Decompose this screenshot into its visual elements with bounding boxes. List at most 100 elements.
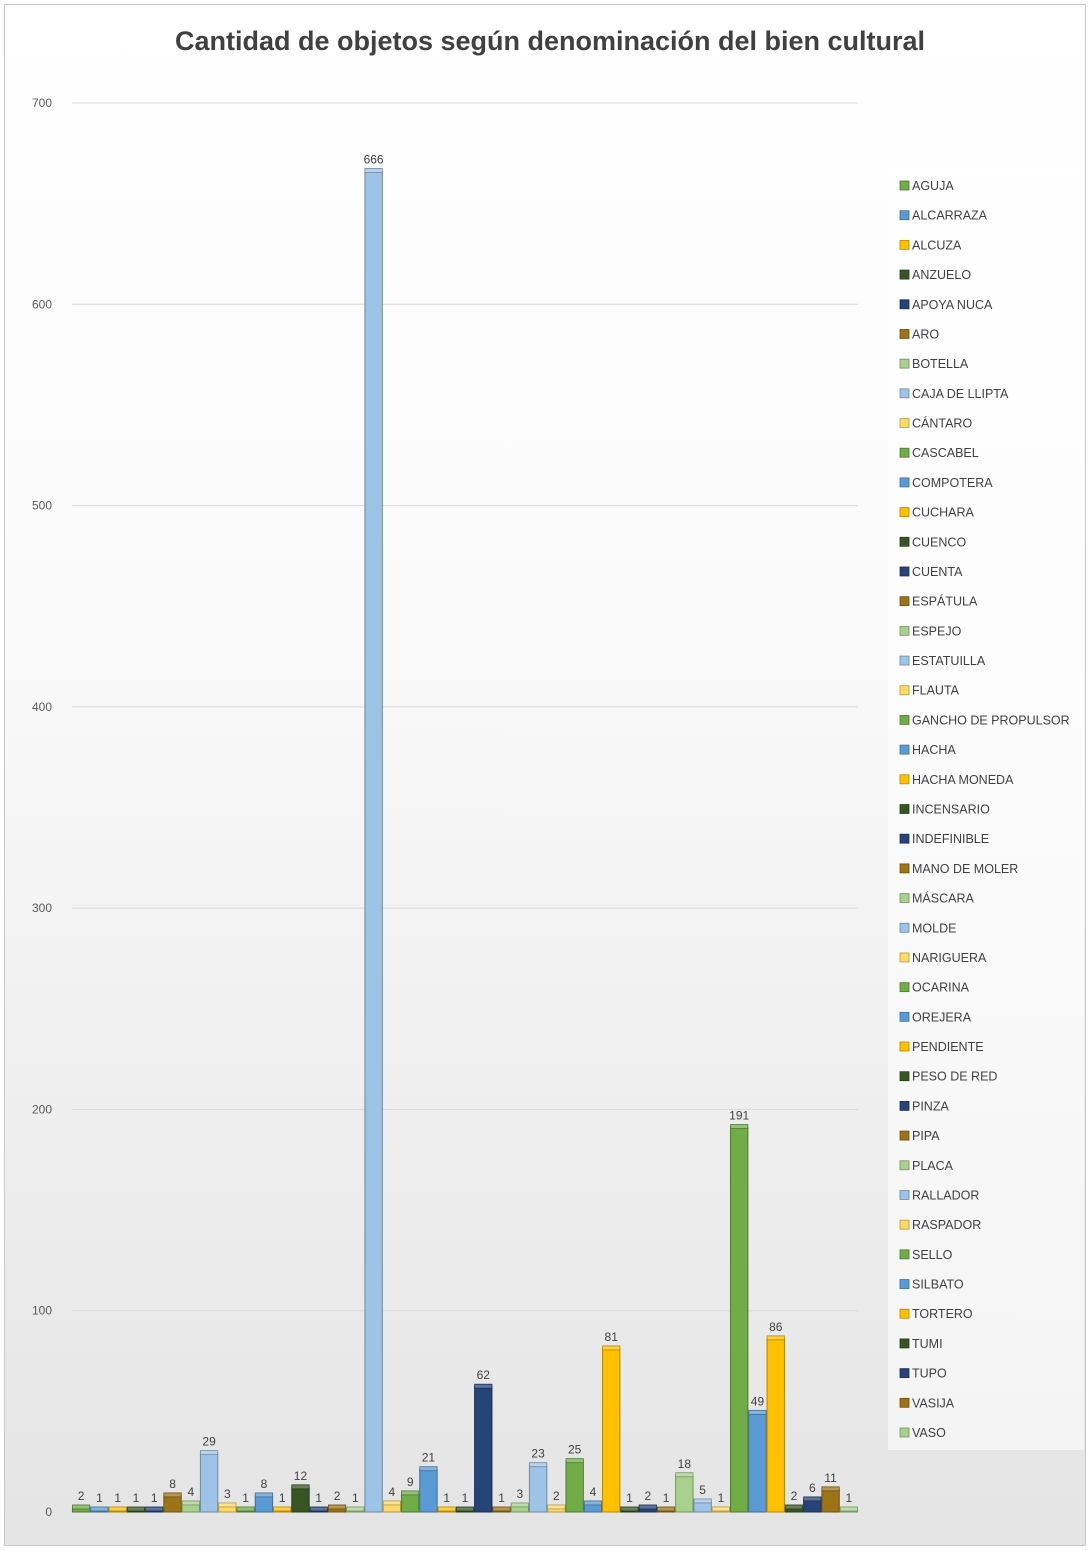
bar [346,1506,365,1513]
bar-top [821,1486,840,1492]
legend-label: HACHA MONEDA [912,773,1014,787]
legend-item: CASCABEL [899,446,979,460]
legend-swatch [899,1368,910,1379]
bar-body [748,1412,767,1513]
legend-label: TORTERO [912,1307,973,1321]
legend-item: ARO [899,327,939,341]
legend-label: MANO DE MOLER [912,862,1018,876]
legend-swatch [899,1130,910,1141]
bar-body [565,1461,584,1513]
legend-label: CASCABEL [912,446,979,460]
legend-label: PESO DE RED [912,1070,997,1084]
legend-swatch [899,388,910,399]
bar [254,1492,274,1513]
bar [784,1504,804,1513]
bar-body [730,1127,749,1513]
legend-item: HACHA MONEDA [899,773,1014,787]
legend-swatch [899,982,910,993]
data-label: 2 [78,1489,85,1503]
legend-item: PENDIENTE [899,1040,984,1054]
data-label: 62 [477,1368,491,1382]
bar-top [401,1490,420,1496]
y-tick-label: 400 [32,700,52,714]
legend-item: ALCUZA [899,238,962,252]
legend-swatch [899,477,910,488]
bar [145,1506,164,1513]
legend-label: INCENSARIO [912,803,990,817]
legend-item: COMPOTERA [899,476,993,490]
legend-label: HACHA [912,743,956,757]
data-label: 25 [568,1443,582,1457]
bar-body [400,1493,420,1513]
data-label: 3 [516,1487,523,1501]
bar-body [419,1469,438,1513]
bar [364,168,383,1513]
legend-item: HACHA [899,743,956,757]
legend-swatch [899,715,910,725]
legend-swatch [899,952,910,963]
legend-label: OCARINA [912,981,970,995]
data-label: 4 [187,1485,194,1499]
legend-label: RASPADOR [912,1218,981,1232]
bar [236,1506,255,1513]
bar-body [364,170,383,1513]
bar-top [474,1383,493,1389]
legend-swatch [899,269,910,280]
bar [602,1345,621,1513]
legend-item: SILBATO [899,1278,964,1292]
legend-item: ESPEJO [899,624,962,638]
legend-box [888,168,1084,1450]
legend-swatch [899,1101,910,1111]
data-label: 2 [553,1489,560,1503]
bar-top [90,1506,109,1512]
legend-swatch [899,804,910,814]
legend-label: ANZUELO [912,268,971,282]
legend-swatch [899,1219,910,1230]
legend-item: PINZA [899,1099,949,1113]
data-label: 1 [133,1491,140,1505]
bar-top [72,1504,91,1510]
data-label: 1 [846,1491,853,1505]
y-tick-label: 100 [32,1304,52,1318]
bar-top [218,1502,237,1508]
legend-label: RALLADOR [912,1188,979,1202]
legend-swatch [899,1308,910,1319]
bar [510,1502,530,1513]
legend-swatch [899,299,910,310]
data-label: 1 [242,1491,249,1505]
legend-item: ANZUELO [899,268,971,282]
data-label: 49 [751,1394,765,1408]
legend-swatch [899,566,910,577]
data-label: 1 [279,1491,286,1505]
bar [199,1450,219,1513]
data-label: 8 [169,1477,176,1491]
bar [730,1124,749,1513]
bar [803,1496,822,1513]
bar-top [730,1124,749,1129]
y-tick-label: 200 [32,1102,52,1116]
legend-label: PINZA [912,1099,949,1113]
legend-label: CÁNTARO [912,416,972,431]
bar [71,1504,91,1513]
legend-label: CUCHARA [912,506,974,520]
bar-top [748,1409,767,1415]
legend-swatch [899,329,910,339]
bar-top [693,1498,712,1504]
legend-swatch [899,1071,910,1082]
data-label: 1 [718,1491,725,1505]
y-tick-label: 0 [45,1505,52,1519]
bar-top [656,1506,676,1512]
bar [108,1506,127,1513]
legend-label: AGUJA [912,179,954,193]
data-label: 6 [809,1481,816,1495]
data-label: 4 [590,1485,597,1499]
data-label: 1 [462,1491,469,1505]
data-label: 5 [699,1483,706,1497]
legend-swatch [899,596,910,607]
bar-top [254,1492,274,1498]
bar [839,1506,859,1513]
bar [437,1506,456,1513]
legend-swatch [899,239,910,250]
legend-item: PLACA [899,1159,954,1173]
legend-swatch [899,774,910,785]
